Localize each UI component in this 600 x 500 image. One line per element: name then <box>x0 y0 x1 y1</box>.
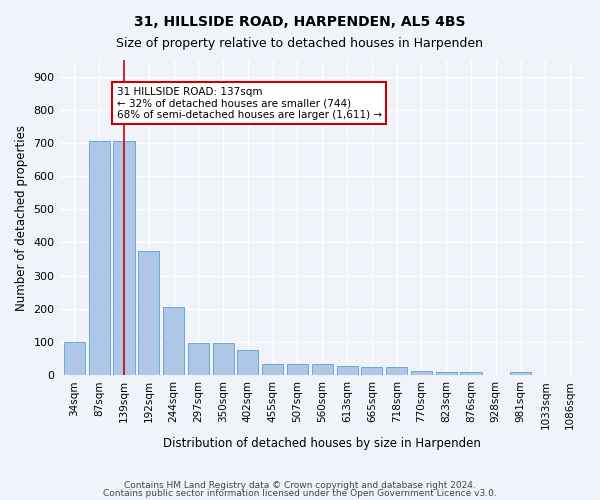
Bar <box>138 251 160 375</box>
Bar <box>163 307 184 375</box>
Bar <box>361 367 382 375</box>
Bar <box>262 364 283 375</box>
Bar <box>436 372 457 375</box>
Bar <box>337 366 358 375</box>
X-axis label: Distribution of detached houses by size in Harpenden: Distribution of detached houses by size … <box>163 437 481 450</box>
Bar <box>287 364 308 375</box>
Bar <box>386 367 407 375</box>
Text: Contains public sector information licensed under the Open Government Licence v3: Contains public sector information licen… <box>103 488 497 498</box>
Bar <box>212 342 233 375</box>
Text: Contains HM Land Registry data © Crown copyright and database right 2024.: Contains HM Land Registry data © Crown c… <box>124 481 476 490</box>
Bar <box>411 371 432 375</box>
Bar <box>64 342 85 375</box>
Bar <box>510 372 531 375</box>
Bar <box>312 364 333 375</box>
Y-axis label: Number of detached properties: Number of detached properties <box>15 124 28 310</box>
Bar <box>113 142 134 375</box>
Bar <box>188 342 209 375</box>
Text: 31, HILLSIDE ROAD, HARPENDEN, AL5 4BS: 31, HILLSIDE ROAD, HARPENDEN, AL5 4BS <box>134 15 466 29</box>
Text: Size of property relative to detached houses in Harpenden: Size of property relative to detached ho… <box>116 38 484 51</box>
Bar <box>238 350 259 375</box>
Bar <box>460 372 482 375</box>
Text: 31 HILLSIDE ROAD: 137sqm
← 32% of detached houses are smaller (744)
68% of semi-: 31 HILLSIDE ROAD: 137sqm ← 32% of detach… <box>116 86 382 120</box>
Bar <box>89 142 110 375</box>
